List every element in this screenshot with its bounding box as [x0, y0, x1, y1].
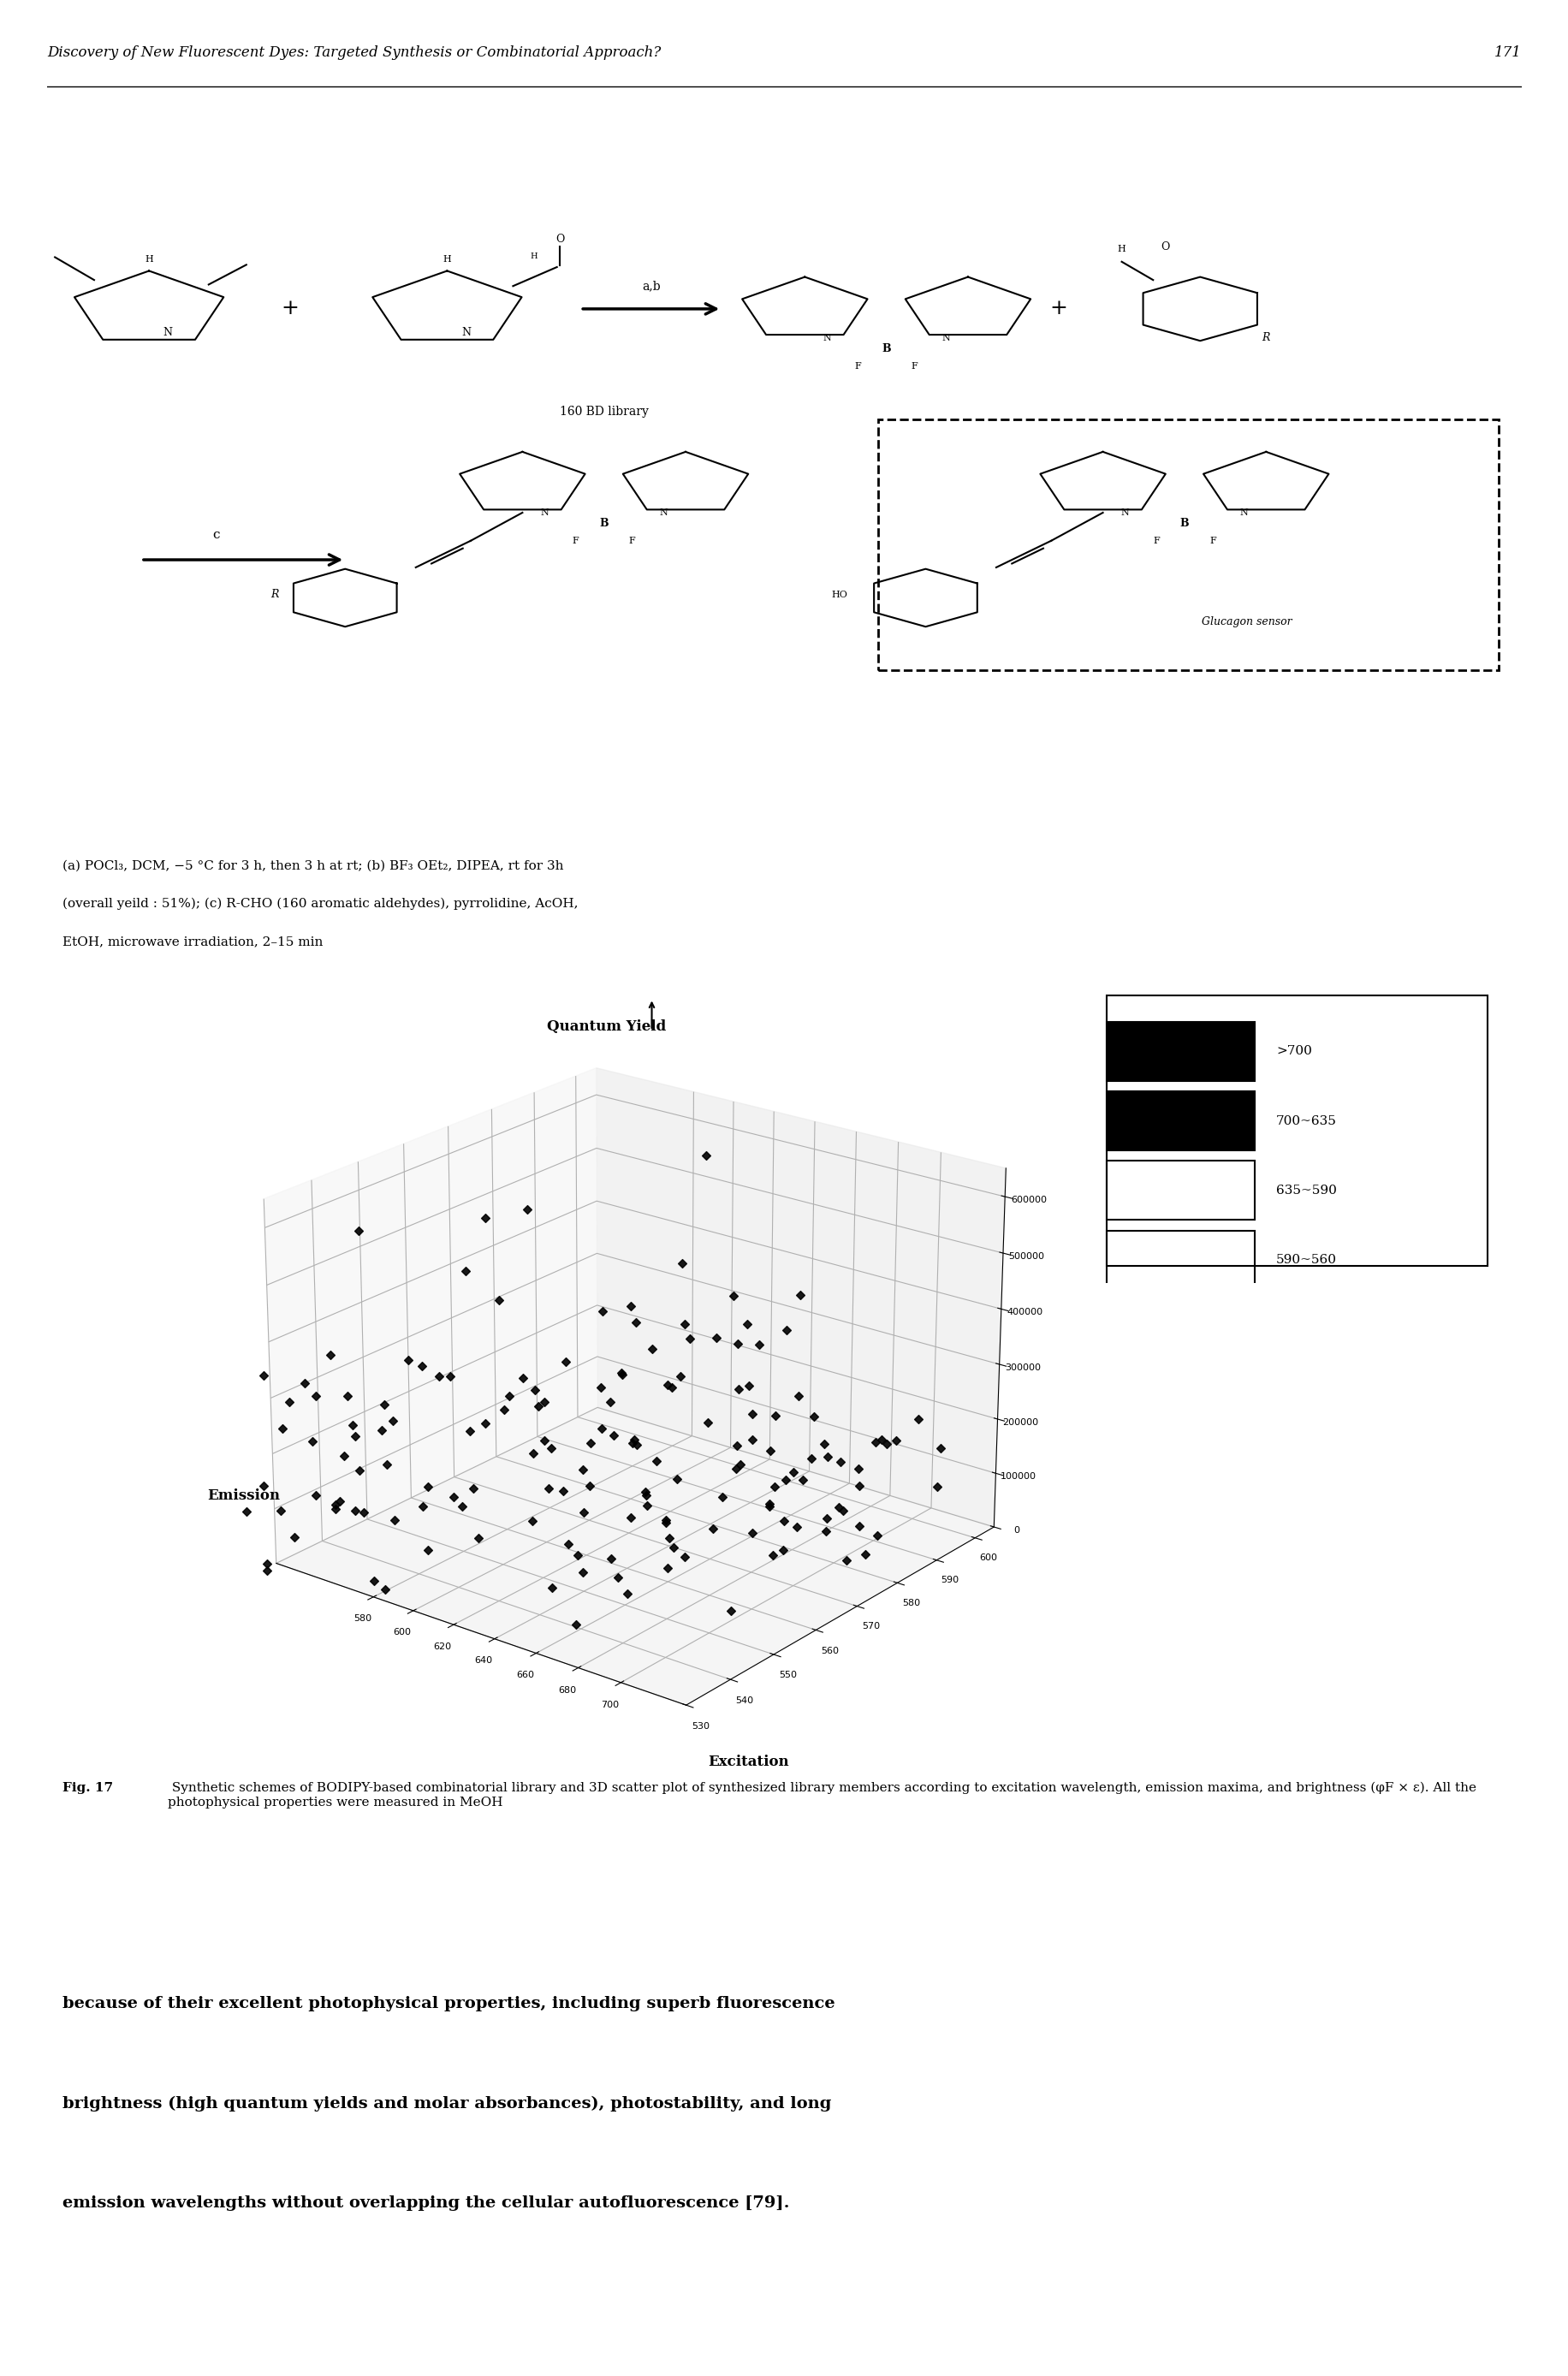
Text: F: F	[855, 361, 861, 371]
Bar	[1105, 1231, 1254, 1290]
Text: N: N	[163, 328, 172, 337]
Text: a,b: a,b	[641, 280, 660, 292]
Text: R: R	[270, 589, 279, 601]
Text: Synthetic schemes of BODIPY-based combinatorial library and 3D scatter plot of s: Synthetic schemes of BODIPY-based combin…	[168, 1782, 1475, 1808]
Text: R: R	[1261, 333, 1270, 345]
Text: O: O	[555, 233, 564, 245]
Text: H: H	[144, 254, 154, 264]
Text: Discovery of New Fluorescent Dyes: Targeted Synthesis or Combinatorial Approach?: Discovery of New Fluorescent Dyes: Targe…	[47, 45, 660, 59]
Text: 700~635: 700~635	[1275, 1114, 1336, 1126]
Text: c: c	[213, 530, 220, 542]
Text: N: N	[1239, 508, 1248, 518]
Text: N: N	[941, 333, 950, 342]
Text: N: N	[659, 508, 668, 518]
Text: (a) POCl₃, DCM, −5 °C for 3 h, then 3 h at rt; (b) BF₃ OEt₂, DIPEA, rt for 3h: (a) POCl₃, DCM, −5 °C for 3 h, then 3 h …	[63, 860, 563, 872]
Text: H: H	[530, 252, 536, 261]
Text: F: F	[911, 361, 917, 371]
Text: N: N	[539, 508, 549, 518]
Text: N: N	[822, 333, 831, 342]
Text: F: F	[572, 537, 579, 544]
Bar	[1105, 1162, 1254, 1219]
Text: 590~560: 590~560	[1275, 1255, 1336, 1266]
Text: O: O	[1160, 240, 1170, 252]
Text: Fig. 17: Fig. 17	[63, 1782, 113, 1794]
Text: Emission: Emission	[207, 1487, 281, 1502]
Text: F: F	[1209, 537, 1215, 544]
Text: (overall yeild : 51%); (c) R-CHO (160 aromatic aldehydes), pyrrolidine, AcOH,: (overall yeild : 51%); (c) R-CHO (160 ar…	[63, 898, 579, 910]
Text: B: B	[881, 342, 891, 354]
Text: brightness (high quantum yields and molar absorbances), photostability, and long: brightness (high quantum yields and mola…	[63, 2096, 831, 2112]
Text: N: N	[461, 328, 470, 337]
Text: >700: >700	[1275, 1045, 1311, 1057]
Text: B: B	[599, 518, 608, 530]
Text: B: B	[1179, 518, 1189, 530]
Text: +: +	[281, 299, 299, 318]
Text: HO: HO	[831, 592, 847, 599]
Text: +: +	[1049, 299, 1068, 318]
Bar	[1105, 1091, 1254, 1150]
Text: 171: 171	[1494, 45, 1521, 59]
Text: N: N	[1120, 508, 1129, 518]
Text: Glucagon sensor: Glucagon sensor	[1201, 615, 1292, 627]
Text: because of their excellent photophysical properties, including superb fluorescen: because of their excellent photophysical…	[63, 1996, 834, 2010]
Text: H: H	[1116, 245, 1126, 254]
Text: Excitation: Excitation	[707, 1756, 789, 1770]
Text: F: F	[629, 537, 635, 544]
Text: emission wavelengths without overlapping the cellular autofluorescence [79].: emission wavelengths without overlapping…	[63, 2195, 789, 2210]
Bar	[1105, 996, 1486, 1266]
Text: H: H	[442, 254, 452, 264]
Text: EtOH, microwave irradiation, 2–15 min: EtOH, microwave irradiation, 2–15 min	[63, 936, 323, 948]
Text: 160 BD library: 160 BD library	[560, 406, 648, 418]
Text: F: F	[1152, 537, 1159, 544]
Text: Quantum Yield: Quantum Yield	[547, 1019, 665, 1034]
Text: 635~590: 635~590	[1275, 1183, 1336, 1198]
Bar	[1105, 1022, 1254, 1081]
